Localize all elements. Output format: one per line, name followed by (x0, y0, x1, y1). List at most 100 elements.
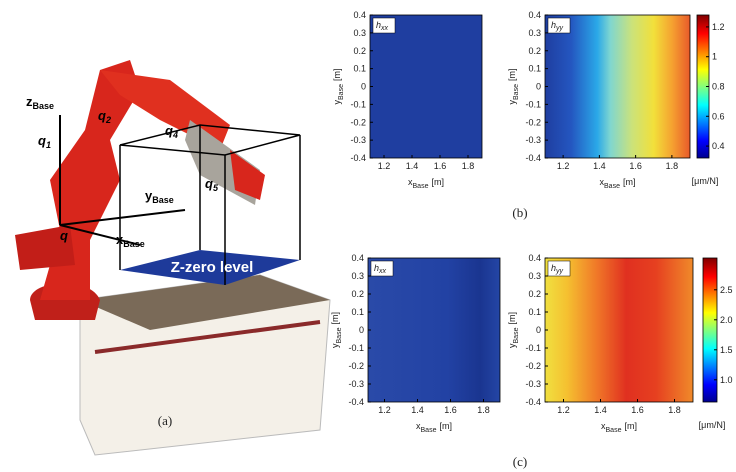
x-tick-label: 1.2 (557, 405, 570, 415)
x-tick-label: 1.6 (434, 161, 447, 171)
label-sub: Base (513, 327, 520, 343)
x-tick-label: 1.6 (629, 161, 642, 171)
label-sub: yy (555, 268, 564, 275)
label-main: y (332, 99, 342, 104)
x-tick-label: 1.4 (594, 405, 607, 415)
plot-label-box (547, 17, 571, 34)
colorbar-tick-label: 1.0 (720, 375, 733, 385)
label-unit: [m] (624, 421, 637, 431)
y-tick-label: -0.2 (525, 361, 541, 371)
label-unit: [m] (330, 312, 340, 325)
label-sub: Base (338, 84, 345, 100)
label-sub: 1 (46, 140, 51, 150)
label-sub: Base (413, 183, 429, 190)
label-main: y (507, 99, 517, 104)
label-unit: [m] (623, 177, 636, 187)
y-tick-label: -0.4 (525, 397, 541, 407)
label-unit: [m] (439, 421, 452, 431)
y-tick-label: -0.3 (350, 135, 366, 145)
joint-label: q (60, 228, 68, 243)
y-tick-label: -0.3 (525, 379, 541, 389)
colorbar-tick-label: 1.2 (712, 22, 725, 32)
joint-label: q2 (98, 108, 111, 125)
y-tick-label: 0.3 (351, 271, 364, 281)
y-tick-label: -0.4 (348, 397, 364, 407)
joint-label: q1 (38, 133, 51, 150)
axis-title: xBase [m] (408, 177, 444, 190)
axis-title: xBase [m] (416, 421, 452, 434)
colorbar-tick-label: 1.5 (720, 345, 733, 355)
colorbar-tick-label: 0.6 (712, 111, 725, 121)
y-tick-label: 0.4 (353, 10, 366, 20)
y-tick-label: -0.2 (350, 117, 366, 127)
colorbar-tick-label: 0.4 (712, 141, 725, 151)
y-tick-label: 0.3 (528, 28, 541, 38)
y-tick-label: -0.1 (525, 99, 541, 109)
caption: (b) (512, 205, 527, 220)
label-main: x (601, 421, 606, 431)
y-tick-label: 0.2 (353, 46, 366, 56)
label-main: y (145, 188, 153, 203)
y-tick-label: 0 (536, 325, 541, 335)
axis-title: yBase [m] (332, 69, 345, 105)
axis-title: yBase [m] (507, 69, 520, 105)
x-tick-label: 1.6 (631, 405, 644, 415)
x-tick-label: 1.4 (593, 161, 606, 171)
label-main: z (26, 94, 33, 109)
y-tick-label: -0.1 (350, 99, 366, 109)
y-tick-label: 0.1 (528, 307, 541, 317)
x-tick-label: 1.8 (666, 161, 679, 171)
label-unit: [m] (507, 69, 517, 82)
plot-label: hyy (551, 263, 564, 275)
heatmap (544, 14, 691, 159)
label-main: q (98, 108, 106, 123)
label-sub: 5 (213, 183, 219, 193)
y-tick-label: 0.1 (528, 64, 541, 74)
platform-label: Z-zero level (171, 259, 254, 276)
plot-label-box (547, 260, 571, 277)
y-tick-label: 0.4 (351, 253, 364, 263)
heatmap (544, 257, 694, 403)
plot-label: hxx (376, 20, 389, 32)
caption: (a) (158, 413, 172, 428)
x-tick-label: 1.6 (444, 405, 457, 415)
colorbar (702, 257, 718, 403)
y-tick-label: -0.1 (348, 343, 364, 353)
label-main: y (330, 343, 340, 348)
y-tick-label: -0.4 (350, 153, 366, 163)
label-main: h (374, 263, 379, 273)
y-tick-label: -0.2 (348, 361, 364, 371)
label-main: y (507, 343, 517, 348)
y-tick-label: 0 (361, 82, 366, 92)
y-tick-label: 0.2 (351, 289, 364, 299)
robot-photo (15, 60, 331, 456)
label-unit: [m] (507, 312, 517, 325)
x-tick-label: 1.4 (411, 405, 424, 415)
label-main: h (551, 263, 556, 273)
y-tick-label: 0.2 (528, 46, 541, 56)
label-sub: xx (380, 25, 389, 32)
plot-label-box (372, 17, 396, 34)
x-tick-label: 1.2 (557, 161, 570, 171)
label-sub: Base (123, 239, 145, 249)
y-tick-label: 0.2 (528, 289, 541, 299)
label-sub: Base (421, 427, 437, 434)
label-sub: 4 (172, 130, 178, 140)
y-tick-label: 0.1 (353, 64, 366, 74)
y-tick-label: 0.4 (528, 253, 541, 263)
plot-label: hyy (551, 20, 564, 32)
label-sub: 2 (105, 115, 111, 125)
label-main: h (551, 20, 556, 30)
label-main: x (116, 232, 124, 247)
axis-title: yBase [m] (507, 312, 520, 348)
label-main: x (408, 177, 413, 187)
y-tick-label: -0.3 (525, 135, 541, 145)
label-sub: Base (606, 427, 622, 434)
axis-label: xBase (116, 232, 145, 249)
label-main: x (600, 177, 605, 187)
x-tick-label: 1.4 (406, 161, 419, 171)
axis-label: yBase (145, 188, 174, 205)
x-tick-label: 1.8 (477, 405, 490, 415)
label-main: q (165, 123, 173, 138)
y-tick-label: -0.4 (525, 153, 541, 163)
